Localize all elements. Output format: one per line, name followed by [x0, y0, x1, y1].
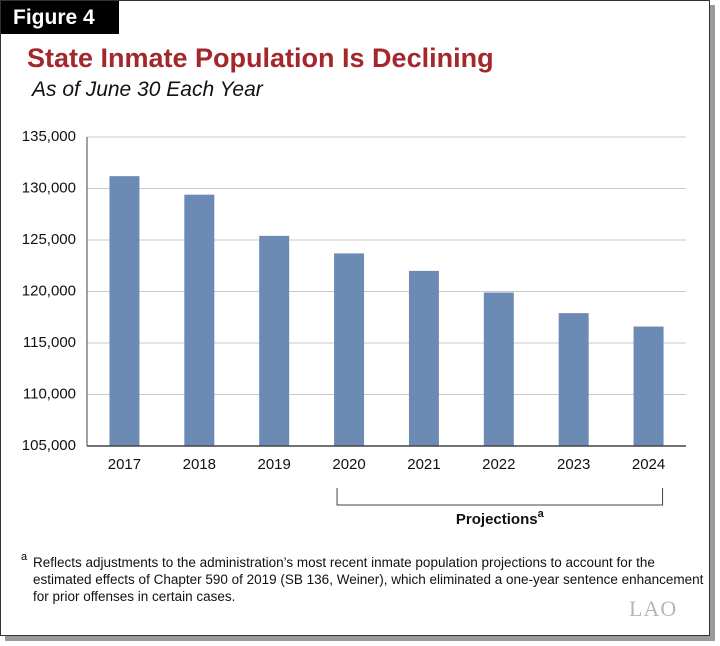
bar	[259, 235, 290, 446]
x-tick-label: 2023	[557, 456, 590, 473]
chart-title: State Inmate Population Is Declining	[27, 43, 494, 73]
bar	[109, 176, 140, 446]
bar	[334, 253, 365, 446]
x-tick-label: 2017	[108, 456, 141, 473]
bar	[558, 313, 589, 446]
footnote: Reflects adjustments to the administrati…	[33, 555, 704, 604]
bracket	[336, 488, 664, 506]
logo: LAO	[629, 596, 678, 621]
chart-subtitle: As of June 30 Each Year	[32, 78, 263, 101]
y-tick-label: 110,000	[23, 385, 76, 402]
x-tick-label: 2021	[407, 456, 440, 473]
y-tick-label: 120,000	[22, 282, 76, 299]
x-tick-label: 2024	[632, 456, 665, 473]
y-tick-label: 105,000	[22, 437, 76, 454]
bar	[184, 194, 215, 446]
footnote-marker: a	[21, 551, 28, 563]
y-tick-label: 130,000	[22, 179, 76, 196]
annotation: Projectionsa	[456, 508, 545, 528]
y-tick-label: 115,000	[23, 334, 76, 351]
annotation-label: Projections	[456, 511, 538, 528]
bar	[408, 270, 439, 446]
figure-label: Figure 4	[1, 1, 119, 34]
y-tick-label: 135,000	[22, 128, 76, 145]
x-tick-label: 2019	[258, 456, 291, 473]
bar	[633, 326, 664, 446]
annotation-marker: a	[538, 508, 545, 520]
y-tick-label: 125,000	[22, 231, 76, 248]
x-tick-label: 2020	[332, 456, 365, 473]
x-tick-label: 2018	[183, 456, 216, 473]
x-tick-label: 2022	[482, 456, 515, 473]
bar	[483, 292, 514, 446]
